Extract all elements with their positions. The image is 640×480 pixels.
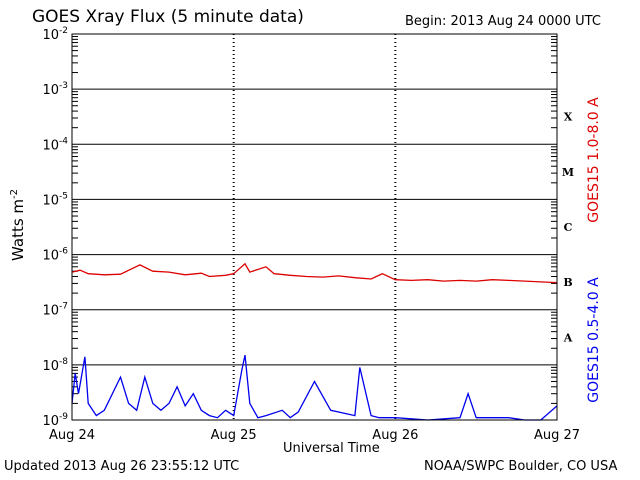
flare-class-label: A bbox=[563, 331, 573, 344]
y-tick-label: 10-7 bbox=[42, 302, 68, 319]
y-axis-label-exponent: -2 bbox=[9, 189, 20, 199]
grid-lines bbox=[72, 34, 557, 420]
legend-entry-0: GOES15 1.0-8.0 A bbox=[586, 97, 602, 223]
series-line-1 bbox=[71, 354, 558, 421]
y-tick-base: 10 bbox=[42, 304, 59, 319]
y-tick-exponent: -9 bbox=[59, 412, 68, 422]
y-axis-label-text: Watts m bbox=[9, 199, 27, 261]
y-tick-exponent: -2 bbox=[59, 26, 68, 36]
y-tick-base: 10 bbox=[42, 193, 59, 208]
updated-timestamp: Updated 2013 Aug 26 23:55:12 UTC bbox=[4, 459, 240, 474]
y-tick-label: 10-9 bbox=[42, 412, 68, 429]
x-tick-label: Aug 24 bbox=[49, 428, 95, 443]
y-tick-exponent: -7 bbox=[59, 302, 68, 312]
credit-text: NOAA/SWPC Boulder, CO USA bbox=[424, 459, 618, 474]
y-tick-exponent: -6 bbox=[59, 247, 68, 257]
flare-class-label: M bbox=[562, 166, 574, 179]
y-tick-base: 10 bbox=[42, 28, 59, 43]
legend-entry-1: GOES15 0.5-4.0 A bbox=[586, 277, 602, 403]
y-tick-exponent: -3 bbox=[59, 81, 68, 91]
series-layer bbox=[71, 262, 558, 421]
y-tick-exponent: -4 bbox=[59, 136, 68, 146]
x-tick-labels: Aug 24 Aug 25 Aug 26 Aug 27 bbox=[49, 428, 580, 443]
y-tick-base: 10 bbox=[42, 138, 59, 153]
x-axis-label: Universal Time bbox=[283, 441, 380, 456]
y-tick-exponent: -5 bbox=[59, 191, 68, 201]
flare-class-label: X bbox=[564, 111, 573, 124]
flare-class-label: B bbox=[563, 276, 572, 289]
x-tick-label: Aug 26 bbox=[372, 428, 418, 443]
y-tick-base: 10 bbox=[42, 83, 59, 98]
y-tick-label: 10-8 bbox=[42, 357, 68, 374]
chart-title: GOES Xray Flux (5 minute data) bbox=[32, 7, 304, 27]
y-tick-label: 10-6 bbox=[42, 247, 68, 264]
legend: GOES15 1.0-8.0 A GOES15 0.5-4.0 A bbox=[586, 97, 602, 403]
y-tick-labels: 10-910-810-710-610-510-410-310-2 bbox=[42, 26, 68, 429]
y-tick-base: 10 bbox=[42, 414, 59, 429]
x-tick-label: Aug 27 bbox=[534, 428, 580, 443]
plot-frame bbox=[71, 33, 558, 421]
y-tick-label: 10-2 bbox=[42, 26, 68, 43]
y-tick-label: 10-5 bbox=[42, 191, 68, 208]
flare-class-labels: A B C M X bbox=[562, 111, 574, 345]
y-tick-base: 10 bbox=[42, 249, 59, 264]
y-tick-base: 10 bbox=[42, 359, 59, 374]
begin-date: Begin: 2013 Aug 24 0000 UTC bbox=[405, 14, 601, 29]
flare-class-label: C bbox=[564, 221, 573, 234]
y-axis-label: Watts m-2 bbox=[9, 189, 27, 261]
series-line-0 bbox=[71, 262, 558, 284]
y-tick-label: 10-4 bbox=[42, 136, 68, 153]
x-tick-label: Aug 25 bbox=[211, 428, 257, 443]
y-tick-exponent: -8 bbox=[59, 357, 68, 367]
y-tick-label: 10-3 bbox=[42, 81, 68, 98]
